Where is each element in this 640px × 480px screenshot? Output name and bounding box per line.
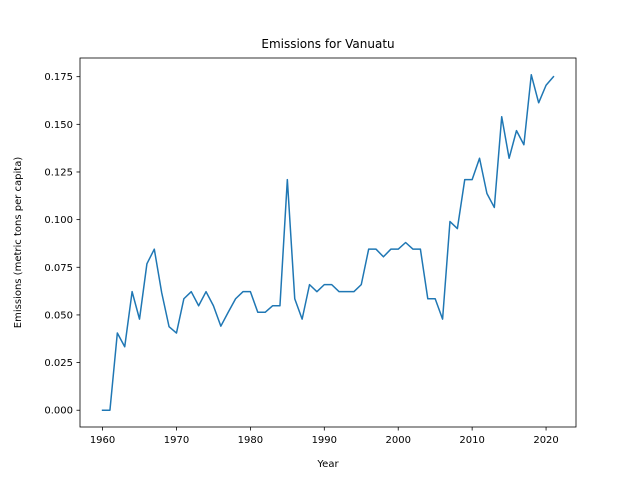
y-tick-label: 0.000 bbox=[44, 406, 73, 417]
x-tick-label: 1990 bbox=[312, 435, 337, 446]
y-tick-label: 0.075 bbox=[44, 263, 73, 274]
y-axis-label: Emissions (metric tons per capita) bbox=[13, 157, 24, 329]
x-tick-label: 2020 bbox=[533, 435, 558, 446]
chart-title: Emissions for Vanuatu bbox=[261, 37, 394, 51]
y-tick-label: 0.050 bbox=[44, 310, 73, 321]
y-tick-label: 0.175 bbox=[44, 72, 73, 83]
y-tick-label: 0.100 bbox=[44, 215, 73, 226]
x-axis-label: Year bbox=[316, 459, 339, 470]
y-tick-label: 0.025 bbox=[44, 358, 73, 369]
plot-area: 1960 1970 1980 1990 2000 2010 2020 0.0000.0250… bbox=[44, 57, 577, 446]
y-tick-label: 0.150 bbox=[44, 120, 73, 131]
x-tick-label: 2010 bbox=[459, 435, 484, 446]
y-tick-label: 0.125 bbox=[44, 167, 73, 178]
axes-frame bbox=[79, 57, 577, 428]
x-tick-label: 1960 bbox=[90, 435, 115, 446]
x-axis-ticks: 1960 1970 1980 1990 2000 2010 2020 bbox=[90, 427, 559, 446]
series-line bbox=[101, 74, 555, 411]
y-axis-ticks: 0.000 0.025 0.050 0.075 0.100 0.125 0.150 0.175 bbox=[44, 72, 80, 417]
x-tick-label: 1980 bbox=[238, 435, 263, 446]
x-tick-label: 1970 bbox=[164, 435, 189, 446]
x-tick-label: 2000 bbox=[385, 435, 410, 446]
